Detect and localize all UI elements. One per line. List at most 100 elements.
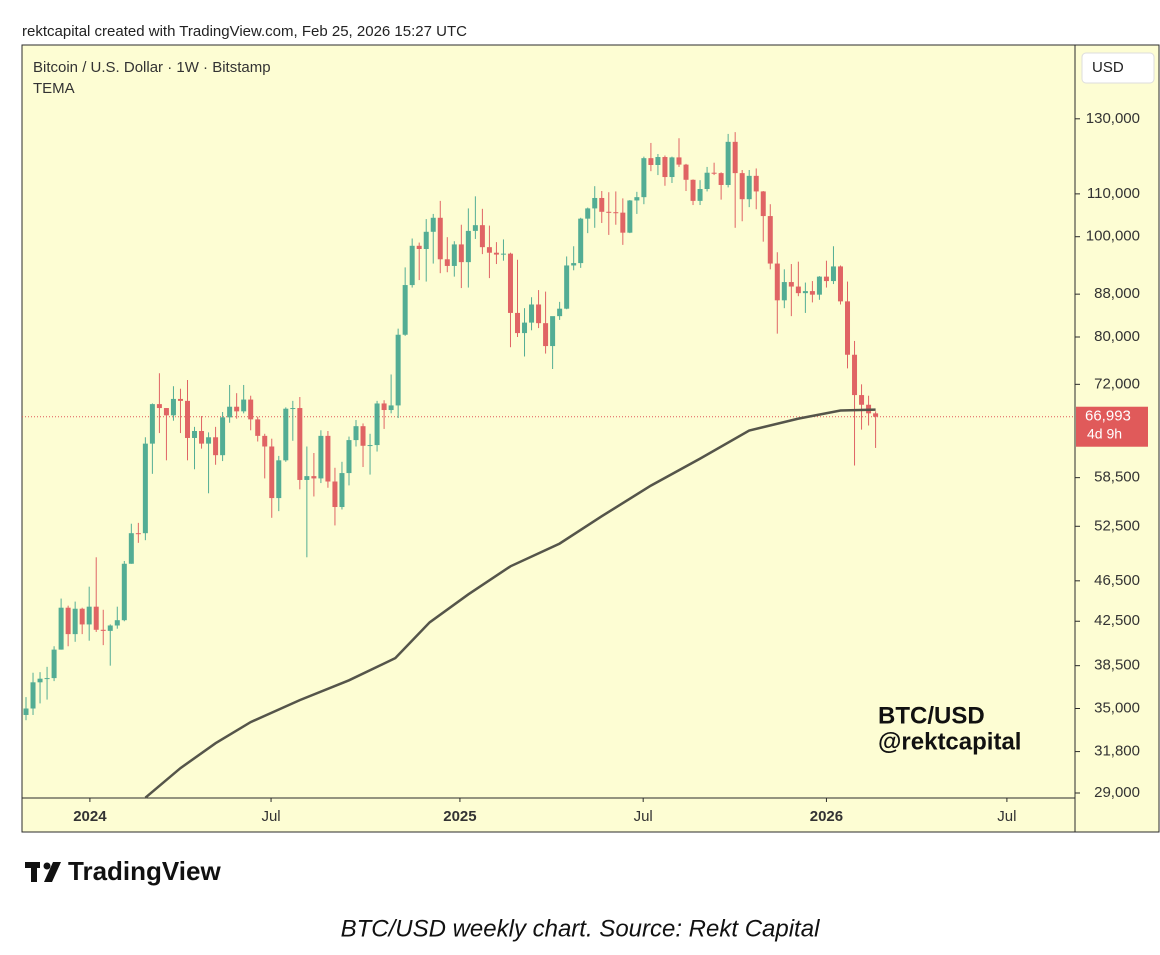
candle-body [388,405,394,411]
candle-body [339,473,345,508]
candle-body [304,476,310,480]
logo-shape [43,862,51,870]
candle-body [79,608,85,625]
candle-body [367,445,373,447]
candle-body [606,211,612,213]
candle-body [163,408,169,416]
candle-body [44,678,50,680]
candle-body [149,404,155,444]
candle-body [346,440,352,474]
candle-body [262,435,268,447]
candle-body [697,188,703,201]
x-tick-label: Jul [634,808,653,825]
y-tick-label: 31,800 [1094,743,1140,760]
candle-body [458,244,464,263]
candle-body [711,172,717,174]
candle-body [325,435,331,482]
candle-body [493,252,499,255]
candle-body [760,191,766,217]
candle-body [809,291,815,295]
candle-body [613,212,619,214]
candle-body [739,173,745,200]
tema-line [144,408,876,799]
candle-body [830,266,836,282]
candle-body [718,173,724,185]
candle-body [290,408,296,410]
candle-body [142,443,148,534]
candle-body [585,208,591,219]
candle-body [536,304,542,324]
candle-body [669,157,675,178]
currency-box[interactable] [1081,52,1155,84]
candle-body [100,629,106,631]
header: rektcapital created with TradingView.com… [22,23,467,40]
candle-body [58,607,64,650]
candle-body [72,608,78,635]
indicator-name: TEMA [33,80,75,97]
candle-body [648,158,654,165]
y-tick-label: 35,000 [1094,699,1140,716]
candle-body [444,259,450,266]
candle-body [620,212,626,233]
candle-body [276,460,282,499]
candle-body [311,476,317,479]
y-tick-label: 58,500 [1094,469,1140,486]
caption: BTC/USD weekly chart. Source: Rekt Capit… [341,915,820,942]
candle-body [332,481,338,508]
currency[interactable]: USD [1092,59,1124,76]
candle-body [297,408,303,480]
y-tick-label: 42,500 [1094,612,1140,629]
candle-body [374,403,380,446]
candle-body [486,247,492,253]
candle-body [451,244,457,266]
candle-body [507,253,513,313]
candle-body [227,406,233,418]
candle-body [177,398,183,401]
candle-body [86,606,92,625]
watermark: @rektcapital [878,728,1021,755]
y-tick-label: 72,000 [1094,375,1140,392]
candle-body [690,179,696,201]
x-tick-label: 2026 [810,808,843,825]
candle-body [578,218,584,264]
candle-body [402,285,408,335]
candle-body [543,323,549,347]
candle-body [725,141,731,185]
candle-body [557,308,563,317]
candle-body [571,263,577,266]
candle-body [213,437,219,456]
candle-body [30,682,36,709]
candle-body [704,172,710,189]
y-tick-label: 100,000 [1086,228,1140,245]
candle-body [627,200,633,233]
candle-body [529,304,535,323]
candle-body [234,406,240,412]
candle-body [823,276,829,282]
candle-body [732,141,738,174]
y-tick-label: 46,500 [1094,572,1140,589]
candle-body [550,316,556,347]
last-price-box [1076,406,1148,447]
candle-body [634,197,640,201]
candle-body [37,678,43,683]
candle-body [837,266,843,302]
candle-body [353,426,359,441]
candle-body [592,197,598,209]
candle-body [135,533,141,535]
brand-logo [25,862,61,882]
candle-body [852,354,858,396]
candle-body [381,403,387,411]
y-tick-label: 29,000 [1094,784,1140,801]
candle-body [859,395,865,405]
candle-body [283,408,289,461]
candle-body [676,157,682,165]
x-tick-label: 2024 [73,808,107,825]
candle-body [241,399,247,412]
candle-body [522,322,528,334]
x-tick-label: Jul [261,808,280,825]
candle-body [93,606,99,630]
candle-body [599,197,605,212]
candle-body [465,230,471,263]
candle-body [255,419,261,436]
